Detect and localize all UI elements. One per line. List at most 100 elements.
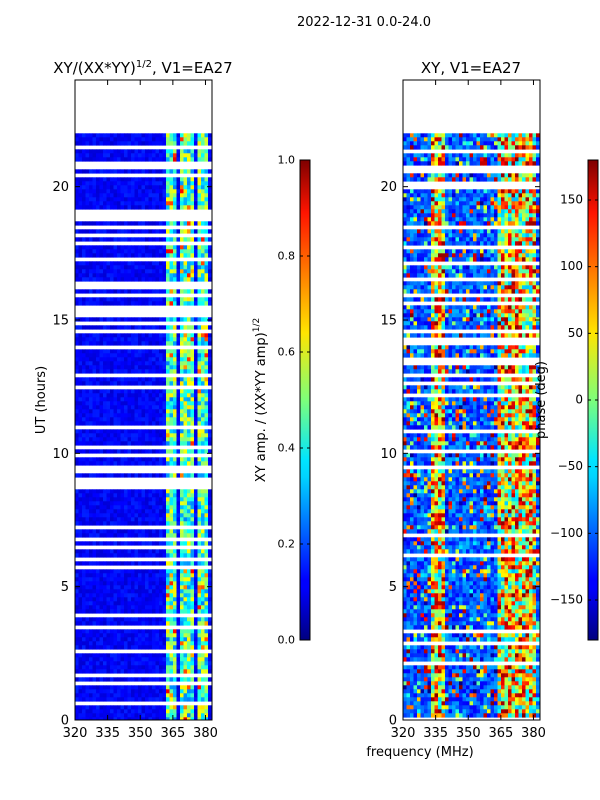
- heatmap-cell: [141, 577, 146, 582]
- heatmap-cell: [187, 473, 191, 478]
- heatmap-cell: [487, 161, 491, 166]
- heatmap-cell: [518, 177, 523, 182]
- heatmap-cell: [169, 169, 174, 174]
- heatmap-cell: [180, 689, 184, 694]
- x-tick-label: 365: [160, 726, 185, 741]
- heatmap-cell: [113, 437, 118, 442]
- heatmap-cell: [166, 269, 170, 274]
- heatmap-cell: [452, 201, 456, 206]
- heatmap-cell: [473, 197, 477, 202]
- heatmap-cell: [106, 585, 111, 590]
- heatmap-cell: [497, 137, 502, 142]
- heatmap-cell: [75, 289, 79, 294]
- heatmap-cell: [441, 221, 446, 226]
- heatmap-cell: [487, 205, 491, 210]
- heatmap-cell: [162, 149, 167, 154]
- heatmap-cell: [106, 669, 111, 674]
- heatmap-cell: [201, 597, 205, 602]
- heatmap-cell: [194, 589, 198, 594]
- heatmap-cell: [106, 393, 111, 398]
- heatmap-cell: [201, 717, 205, 720]
- heatmap-cell: [89, 301, 93, 306]
- heatmap-cell: [145, 441, 149, 446]
- heatmap-cell: [204, 333, 209, 338]
- heatmap-cell: [208, 461, 212, 466]
- heatmap-cell: [162, 349, 167, 354]
- heatmap-cell: [148, 361, 153, 366]
- heatmap-cell: [208, 457, 212, 462]
- heatmap-cell: [113, 669, 118, 674]
- heatmap-cell: [497, 197, 502, 202]
- heatmap-cell: [204, 705, 209, 710]
- heatmap-cell: [518, 157, 523, 162]
- heatmap-cell: [138, 629, 142, 634]
- heatmap-cell: [194, 553, 198, 558]
- heatmap-cell: [110, 325, 114, 330]
- heatmap-cell: [480, 197, 484, 202]
- heatmap-cell: [131, 621, 135, 626]
- heatmap-cell: [166, 157, 170, 162]
- heatmap-cell: [103, 641, 107, 646]
- heatmap-cell: [141, 149, 146, 154]
- heatmap-cell: [162, 221, 167, 226]
- heatmap-cell: [96, 541, 100, 546]
- heatmap-cell: [145, 349, 149, 354]
- heatmap-cell: [204, 133, 209, 138]
- heatmap-cell: [127, 189, 132, 194]
- heatmap-cell: [152, 585, 156, 590]
- heatmap-cell: [169, 577, 174, 582]
- heatmap-cell: [134, 645, 139, 650]
- heatmap-cell: [162, 301, 167, 306]
- heatmap-cell: [92, 269, 97, 274]
- heatmap-cell: [138, 377, 142, 382]
- heatmap-cell: [176, 713, 181, 718]
- heatmap-cell: [529, 161, 533, 166]
- heatmap-cell: [110, 505, 114, 510]
- heatmap-cell: [75, 437, 79, 442]
- heatmap-cell: [511, 205, 516, 210]
- heatmap-cell: [424, 145, 428, 150]
- heatmap-cell: [455, 133, 460, 138]
- heatmap-cell: [85, 513, 90, 518]
- heatmap-cell: [448, 177, 453, 182]
- heatmap-cell: [127, 609, 132, 614]
- heatmap-cell: [117, 693, 121, 698]
- heatmap-cell: [187, 405, 191, 410]
- heatmap-cell: [194, 273, 198, 278]
- heatmap-cell: [155, 189, 160, 194]
- heatmap-cell: [166, 601, 170, 606]
- heatmap-cell: [204, 389, 209, 394]
- heatmap-cell: [166, 509, 170, 514]
- heatmap-cell: [138, 277, 142, 282]
- heatmap-cell: [124, 181, 128, 186]
- heatmap-cell: [187, 193, 191, 198]
- heatmap-cell: [155, 433, 160, 438]
- heatmap-cell: [508, 193, 512, 198]
- heatmap-cell: [483, 205, 488, 210]
- heatmap-cell: [75, 577, 79, 582]
- heatmap-cell: [85, 389, 90, 394]
- heatmap-cell: [78, 137, 83, 142]
- heatmap-cell: [201, 689, 205, 694]
- heatmap-cell: [434, 161, 439, 166]
- heatmap-cell: [131, 653, 135, 658]
- heatmap-cell: [92, 401, 97, 406]
- heatmap-cell: [190, 405, 195, 410]
- heatmap-cell: [166, 393, 170, 398]
- heatmap-cell: [173, 353, 177, 358]
- heatmap-cell: [152, 333, 156, 338]
- heatmap-cell: [145, 245, 149, 250]
- heatmap-cell: [187, 201, 191, 206]
- heatmap-cell: [169, 645, 174, 650]
- heatmap-cell: [201, 577, 205, 582]
- heatmap-cell: [148, 645, 153, 650]
- x-tick-label: 380: [193, 726, 218, 741]
- heatmap-cell: [438, 137, 442, 142]
- heatmap-cell: [427, 153, 432, 158]
- heatmap-cell: [120, 633, 125, 638]
- heatmap-cell: [106, 621, 111, 626]
- heatmap-cell: [127, 449, 132, 454]
- heatmap-cell: [103, 413, 107, 418]
- heatmap-cell: [145, 269, 149, 274]
